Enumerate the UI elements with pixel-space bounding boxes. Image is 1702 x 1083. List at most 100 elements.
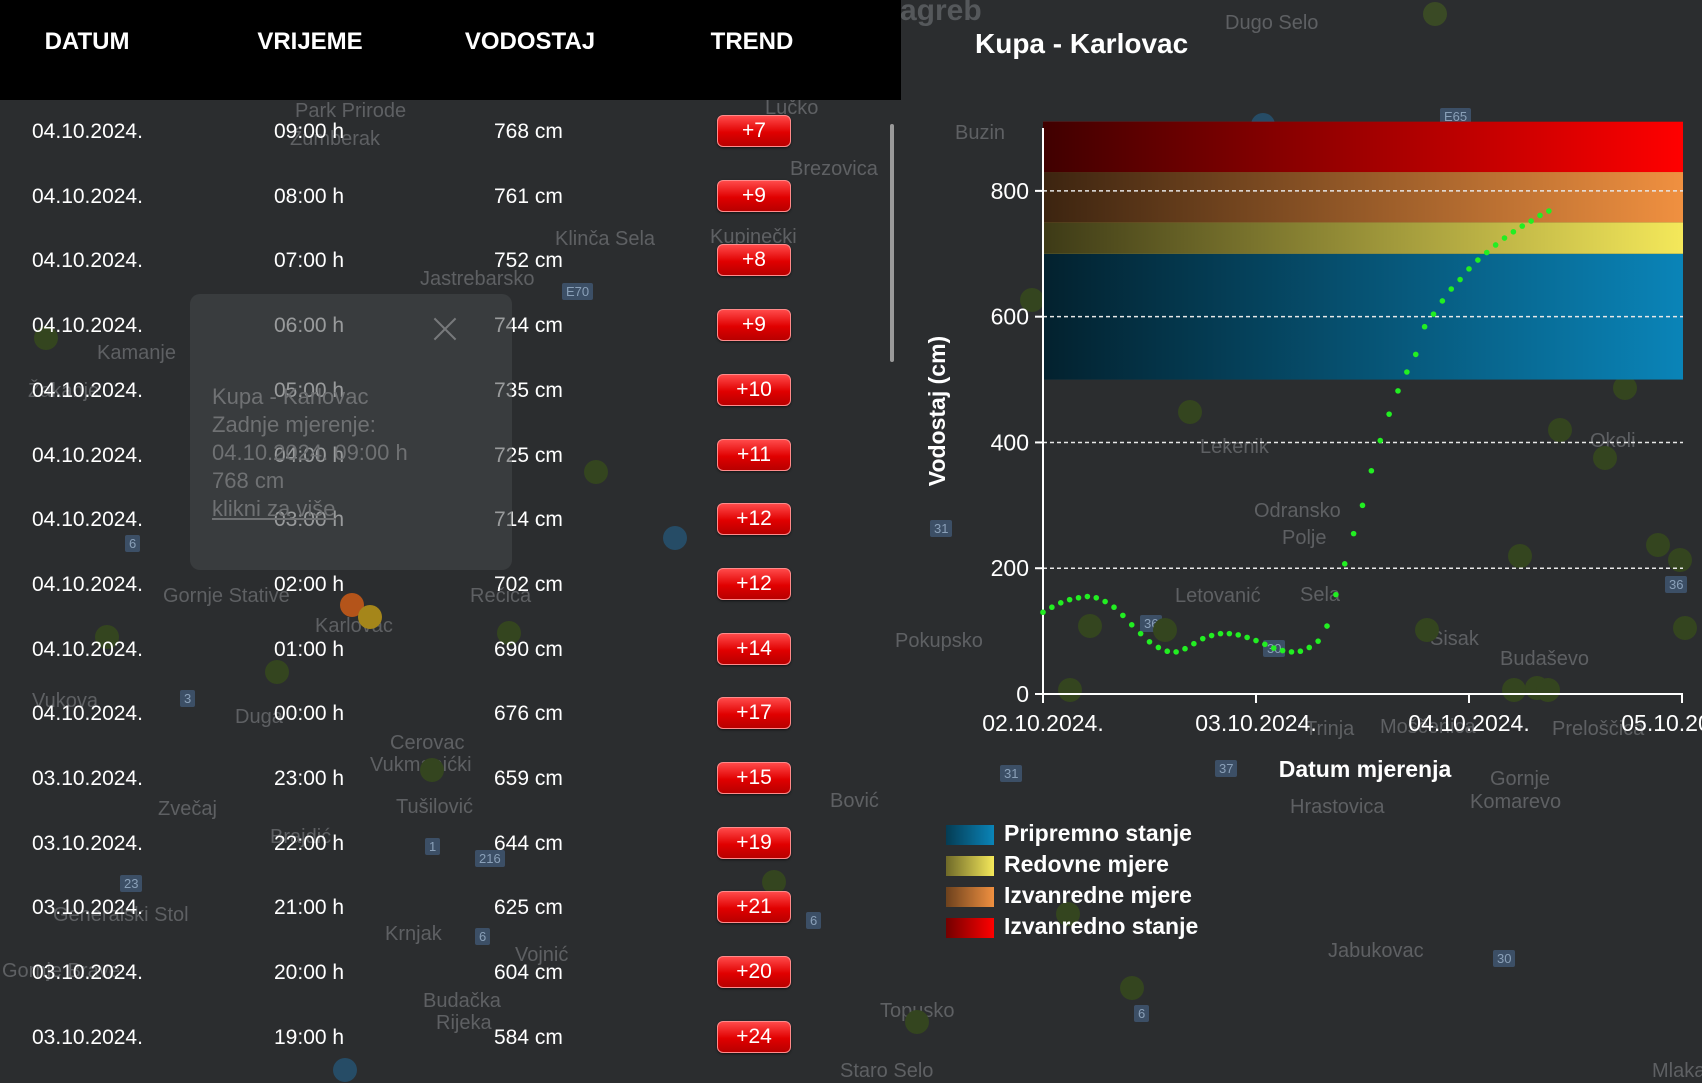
map-place-label: Jastrebarsko (420, 268, 535, 290)
table-row[interactable]: 04.10.2024. 00:00 h 676 cm +17 (0, 682, 880, 746)
map-place-label: Klinča Sela (555, 228, 656, 250)
road-shield: 216 (475, 850, 505, 867)
row-time: 09:00 h (274, 120, 345, 143)
table-row[interactable]: 03.10.2024. 22:00 h 644 cm +19 (0, 812, 880, 876)
popup-station-name: Kupa - Karlovac (212, 384, 369, 409)
table-row[interactable]: 03.10.2024. 23:00 h 659 cm +15 (0, 747, 880, 811)
map-station-marker[interactable] (95, 625, 119, 649)
table-row[interactable]: 04.10.2024. 01:00 h 690 cm +14 (0, 618, 880, 682)
map-place-label: Duga (235, 706, 283, 728)
chart-data-point (1466, 266, 1472, 272)
map-place-label: Rijeka (436, 1012, 492, 1034)
header-trend[interactable]: TREND (710, 28, 794, 55)
table-scrollbar[interactable] (890, 124, 894, 362)
row-time: 08:00 h (274, 184, 345, 208)
map-place-label: Dugo Selo (1225, 12, 1319, 34)
map-station-marker[interactable] (1078, 614, 1102, 638)
map-place-label: Pokupsko (895, 630, 983, 652)
map-place-label: Žumberak (290, 128, 381, 150)
table-header: DATUM VRIJEME VODOSTAJ TREND (0, 0, 901, 100)
popup-last-label: Zadnje mjerenje: (212, 412, 376, 437)
map-station-marker[interactable] (1120, 976, 1144, 1000)
station-popup[interactable]: Kupa - Karlovac Zadnje mjerenje: 04.10.2… (190, 294, 512, 570)
map-station-marker[interactable] (1058, 678, 1082, 702)
map-place-label: Lučko (765, 97, 819, 119)
map-station-marker[interactable] (1673, 616, 1697, 640)
road-shield: 36 (1665, 576, 1688, 593)
map-place-label: Sela (1300, 584, 1341, 606)
road-shield: 6 (125, 535, 141, 552)
close-icon[interactable] (430, 314, 460, 344)
map-station-marker[interactable] (1502, 678, 1526, 702)
map-station-marker[interactable] (1415, 618, 1439, 642)
trend-badge: +20 (717, 956, 791, 989)
row-time: 01:00 h (274, 637, 345, 661)
chart-data-point (1297, 648, 1304, 655)
road-shield: 3 (180, 690, 196, 707)
trend-badge: +9 (717, 179, 791, 212)
map-station-marker[interactable] (1646, 533, 1670, 557)
y-tick-label: 600 (991, 304, 1029, 330)
popup-more-link[interactable]: klikni za više (212, 496, 336, 521)
road-shield: 31 (930, 520, 953, 537)
table-row[interactable]: 04.10.2024. 09:00 h 768 cm +7 (0, 100, 880, 164)
chart-data-point (1199, 635, 1206, 642)
map-station-marker[interactable] (358, 605, 382, 629)
map-station-marker[interactable] (762, 870, 786, 894)
map-station-marker[interactable] (265, 660, 289, 684)
row-date: 04.10.2024. (32, 378, 143, 402)
map-station-marker[interactable] (1593, 446, 1617, 470)
map-station-marker[interactable] (1020, 288, 1044, 312)
table-row[interactable]: 03.10.2024. 20:00 h 604 cm +20 (0, 941, 880, 1005)
header-level[interactable]: VODOSTAJ (464, 28, 596, 55)
chart-band-shade (1043, 253, 1683, 380)
chart-data-point (1386, 411, 1392, 417)
map-place-label: Brajdić (270, 826, 332, 848)
map-station-marker[interactable] (1056, 902, 1080, 926)
header-date[interactable]: DATUM (44, 28, 130, 55)
chart-data-point (1262, 641, 1268, 648)
row-time: 00:00 h (274, 702, 345, 726)
map-station-marker[interactable] (333, 1058, 357, 1082)
table-row[interactable]: 04.10.2024. 08:00 h 761 cm +9 (0, 165, 880, 229)
table-row[interactable]: 04.10.2024. 02:00 h 702 cm +12 (0, 553, 880, 617)
map-station-marker[interactable] (663, 526, 687, 550)
chart-data-point (1359, 502, 1366, 509)
legend-swatch (946, 918, 994, 938)
header-time[interactable]: VRIJEME (257, 28, 363, 55)
road-shield: 31 (1000, 765, 1023, 782)
map-station-marker[interactable] (584, 460, 608, 484)
map-station-marker[interactable] (1153, 618, 1177, 642)
map-station-marker[interactable] (1613, 376, 1637, 400)
row-date: 04.10.2024. (32, 120, 143, 143)
table-row[interactable]: 03.10.2024. 19:00 h 584 cm +24 (0, 1006, 880, 1070)
chart-data-point (1475, 257, 1481, 263)
row-time: 19:00 h (274, 1025, 345, 1049)
map-station-marker[interactable] (1508, 544, 1532, 568)
map-station-marker[interactable] (1178, 400, 1202, 424)
row-level: 768 cm (494, 120, 563, 143)
row-date: 03.10.2024. (32, 831, 143, 855)
map-station-marker[interactable] (1548, 418, 1572, 442)
map-place-label: Vojnić (515, 944, 569, 966)
map-station-marker[interactable] (497, 621, 521, 645)
x-tick-label: 05.10.2024. (1621, 710, 1702, 736)
table-row[interactable]: 03.10.2024. 21:00 h 625 cm +21 (0, 876, 880, 940)
chart-data-point (1253, 637, 1259, 644)
map-place-label: Odransko (1254, 500, 1341, 522)
table-row[interactable]: 04.10.2024. 07:00 h 752 cm +8 (0, 229, 880, 293)
row-level: 702 cm (494, 572, 563, 596)
row-level: 584 cm (494, 1025, 563, 1049)
map-station-marker[interactable] (420, 758, 444, 782)
map-place-label: Hrastovica (1290, 796, 1385, 818)
map-place-label: Cerovac (390, 732, 465, 754)
map-place-label: Kupinečki (710, 226, 797, 248)
map-station-marker[interactable] (905, 1010, 929, 1034)
map-place-label: Trinja (1305, 718, 1355, 740)
row-date: 04.10.2024. (32, 702, 143, 726)
map-station-marker[interactable] (34, 326, 58, 350)
map-station-marker[interactable] (1536, 678, 1560, 702)
row-time: 07:00 h (274, 249, 345, 273)
map-station-marker[interactable] (1423, 2, 1447, 26)
